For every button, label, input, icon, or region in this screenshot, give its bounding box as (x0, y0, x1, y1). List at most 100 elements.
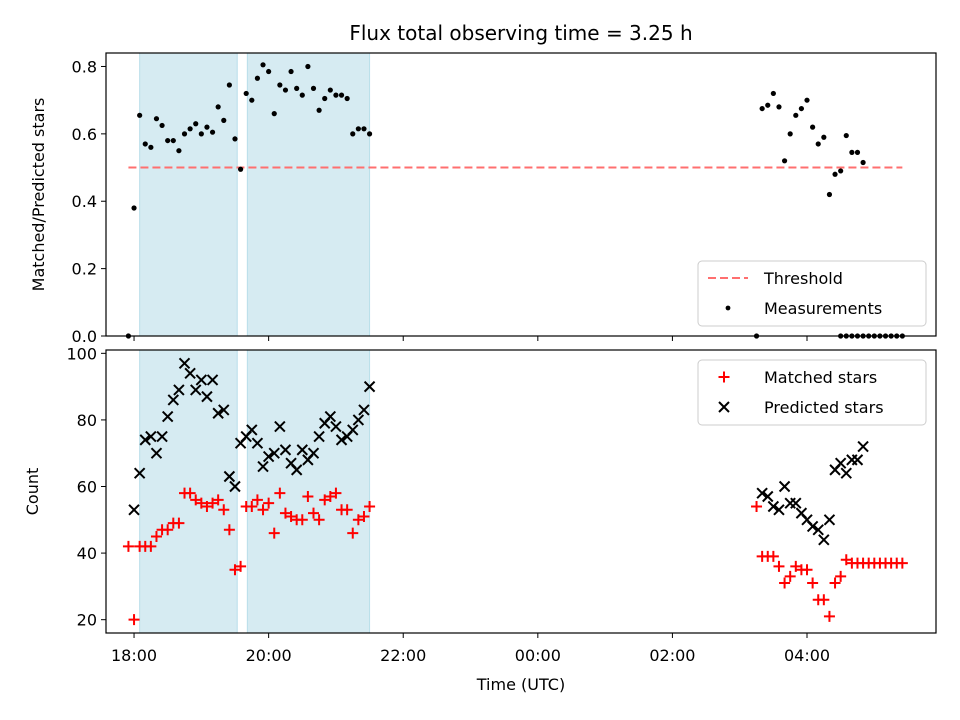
matched-stars-point (173, 517, 185, 529)
predicted-stars-point (767, 500, 780, 513)
legend-matched-stars-swatch-stroke (718, 371, 730, 383)
measurements-point (804, 97, 810, 103)
predicted-stars-point (212, 407, 224, 419)
predicted-stars-point (257, 460, 269, 473)
predicted-stars-point-stroke (818, 534, 830, 546)
predicted-stars-point (279, 444, 292, 456)
measurements-point (770, 90, 776, 97)
predicted-stars-point (246, 424, 258, 436)
predicted-stars-point (352, 414, 365, 426)
matched-stars-point (279, 507, 291, 519)
matched-stars-point (358, 510, 370, 522)
matched-stars-point-stroke (162, 524, 174, 536)
y-tick-label: 40 (77, 544, 97, 563)
matched-stars-point-stroke (767, 550, 779, 562)
predicted-stars-point-stroke (150, 447, 163, 459)
predicted-stars-point (812, 524, 824, 536)
predicted-stars-point-stroke (206, 374, 219, 386)
predicted-stars-point-stroke (268, 447, 280, 459)
predicted-stars-point (133, 467, 146, 479)
measurements-point (243, 90, 249, 97)
matched-stars-point (751, 500, 763, 512)
matched-stars-point-stroke (128, 614, 140, 626)
matched-stars-point-stroke (308, 507, 319, 519)
predicted-stars-point-stroke (307, 447, 320, 459)
measurements-point (277, 82, 283, 88)
matched-stars-point-stroke (807, 577, 819, 589)
measurements-point (187, 126, 193, 132)
predicted-stars-point (840, 467, 852, 479)
predicted-stars-point-stroke (212, 407, 224, 419)
matched-stars-point-stroke (145, 540, 157, 552)
matched-stars-point-stroke (274, 487, 286, 499)
matched-stars-point-stroke (212, 494, 224, 506)
matched-stars-point-stroke (229, 564, 241, 576)
matched-stars-point-stroke (296, 514, 308, 526)
predicted-stars-point (290, 464, 303, 476)
matched-stars-point (840, 554, 852, 566)
matched-stars-point-stroke (313, 514, 325, 526)
predicted-stars-point-stroke (279, 444, 292, 456)
predicted-stars-point-stroke (324, 410, 337, 423)
matched-stars-point (829, 577, 841, 589)
legend-measurements-swatch (725, 305, 731, 311)
matched-stars-point-stroke (829, 577, 841, 589)
matched-stars-point (184, 487, 196, 499)
measurements-point (838, 168, 844, 174)
predicted-stars-point-stroke (145, 430, 157, 443)
matched-stars-point-stroke (823, 610, 835, 622)
predicted-stars-point (268, 447, 280, 459)
matched-stars-point (246, 500, 258, 512)
matched-stars-point-stroke (285, 510, 297, 522)
matched-stars-point (767, 550, 779, 562)
matched-stars-point (330, 487, 342, 499)
predicted-stars-point (223, 470, 236, 483)
measurements-point (338, 92, 345, 98)
predicted-stars-point (178, 357, 191, 370)
measurements-point (860, 159, 866, 166)
measurements-point (282, 87, 289, 93)
predicted-stars-point-stroke (246, 424, 258, 436)
predicted-stars-point (324, 410, 337, 423)
matched-stars-point (773, 560, 785, 572)
matched-stars-point (201, 500, 213, 512)
measurements-point (366, 131, 373, 137)
matched-stars-point (313, 514, 325, 526)
predicted-stars-point (201, 390, 213, 403)
measurements-point (821, 134, 827, 140)
matched-stars-point-stroke (201, 500, 213, 512)
measurements-point (294, 85, 300, 91)
predicted-stars-point (773, 504, 785, 516)
measurements-point (787, 131, 793, 137)
measurements-point (254, 75, 261, 81)
predicted-stars-point-stroke (156, 430, 168, 443)
x-tick-label: 20:00 (246, 646, 292, 665)
predicted-stars-point-stroke (262, 450, 275, 463)
y-tick-label: 20 (77, 611, 97, 630)
predicted-stars-point-stroke (274, 420, 286, 433)
matched-stars-point (296, 514, 308, 526)
x-tick-label: 18:00 (111, 646, 157, 665)
predicted-stars-point-stroke (167, 394, 180, 406)
predicted-stars-point-stroke (358, 404, 370, 416)
matched-stars-point (364, 500, 376, 512)
measurements-point (204, 124, 210, 130)
matched-stars-point (229, 564, 241, 576)
legend-predicted-stars-swatch-stroke (718, 401, 730, 413)
measurements-point (327, 87, 333, 93)
matched-stars-point-stroke (790, 560, 802, 572)
matched-stars-point (212, 494, 224, 506)
legend-label-measurements: Measurements (764, 299, 882, 318)
matched-stars-point (341, 504, 353, 516)
bottom-shaded-interval-1 (139, 349, 238, 634)
predicted-stars-point-stroke (335, 434, 348, 446)
predicted-stars-point (206, 374, 219, 386)
measurements-point (266, 68, 272, 75)
matched-stars-point-stroke (324, 490, 336, 502)
predicted-stars-point-stroke (290, 464, 303, 476)
matched-stars-point-stroke (184, 487, 196, 499)
matched-stars-point (823, 610, 835, 622)
measurements-point (226, 82, 232, 88)
matched-stars-point-stroke (173, 517, 185, 529)
